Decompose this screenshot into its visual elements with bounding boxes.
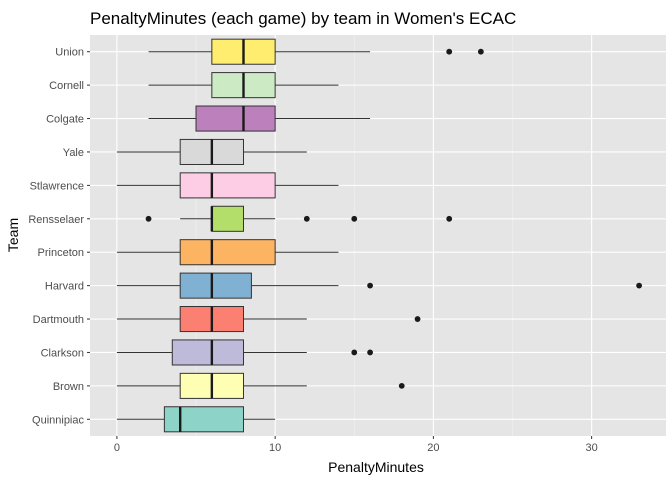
box-stlawrence <box>116 172 339 199</box>
y-tick-label: Cornell <box>49 80 84 92</box>
box-quinnipiac <box>116 406 276 433</box>
box-iqr <box>179 239 276 266</box>
y-tick-label: Princeton <box>38 247 84 259</box>
plot-panel <box>90 35 666 436</box>
y-tick-label: Stlawrence <box>30 180 84 192</box>
y-tick-label: Harvard <box>45 281 84 293</box>
outlier-point <box>636 282 642 289</box>
box-dartmouth <box>116 306 421 333</box>
x-tick-label: 0 <box>114 442 120 454</box>
x-tick-label: 10 <box>269 442 281 454</box>
outlier-point <box>477 48 484 55</box>
y-axis-ticks: Quinnipiac Brown Clarkson Dartmouth Harvard P… <box>28 47 90 426</box>
box-iqr <box>179 272 252 299</box>
box-union <box>148 38 484 65</box>
y-tick-label: Yale <box>63 147 84 159</box>
y-axis-title: Team <box>5 218 21 252</box>
box-brown <box>116 372 405 399</box>
box-iqr <box>163 406 244 433</box>
outlier-point <box>303 215 310 222</box>
box-iqr <box>195 105 276 132</box>
outlier-point <box>145 215 152 222</box>
y-tick-label: Brown <box>53 381 84 393</box>
outlier-point <box>446 215 453 222</box>
outlier-point <box>398 382 405 389</box>
y-tick-label: Dartmouth <box>33 314 84 326</box>
outlier-point <box>351 349 358 356</box>
y-tick-label: Rensselaer <box>28 214 84 226</box>
box-clarkson <box>116 339 373 366</box>
box-rensselaer <box>145 205 453 232</box>
box-iqr <box>179 172 276 199</box>
box-series <box>116 38 642 433</box>
box-yale <box>116 138 307 165</box>
y-tick-label: Colgate <box>46 114 84 126</box>
outlier-point <box>367 282 373 289</box>
y-tick-label: Union <box>55 47 84 59</box>
box-princeton <box>116 239 339 266</box>
outlier-point <box>446 48 453 55</box>
x-tick-label: 20 <box>427 442 439 454</box>
box-harvard <box>116 272 642 299</box>
box-iqr <box>211 205 244 232</box>
y-tick-label: Quinnipiac <box>32 414 84 426</box>
y-tick-label: Clarkson <box>41 347 84 359</box>
x-axis-title: PenaltyMinutes <box>328 459 424 475</box>
x-tick-label: 30 <box>586 442 598 454</box>
outlier-point <box>351 215 358 222</box>
outlier-point <box>367 349 373 356</box>
chart-title: PenaltyMinutes (each game) by team in Wo… <box>90 9 516 28</box>
box-cornell <box>148 72 339 99</box>
box-colgate <box>148 105 371 132</box>
outlier-point <box>414 316 421 322</box>
box-iqr <box>171 339 244 366</box>
x-axis-ticks: 0 10 20 30 <box>114 436 598 454</box>
